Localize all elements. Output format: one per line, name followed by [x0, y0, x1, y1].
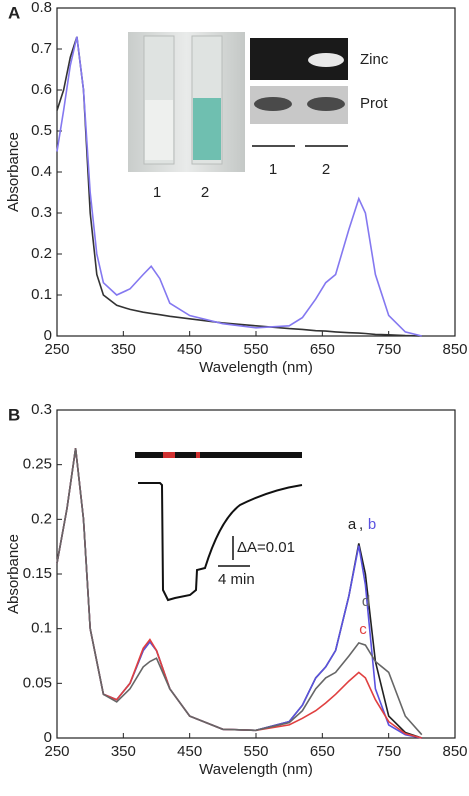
inset-photo: [128, 32, 245, 172]
x-tick-label: 650: [310, 341, 335, 358]
series-label: d: [362, 593, 370, 610]
inset-label: 1: [269, 161, 277, 178]
y-tick-label: 0.3: [31, 401, 52, 418]
y-tick-label: 0.2: [31, 510, 52, 527]
series-label: c: [359, 621, 367, 638]
x-tick-label: 250: [44, 341, 69, 358]
x-axis-label: Wavelength (nm): [199, 761, 313, 778]
x-tick-label: 750: [376, 743, 401, 760]
y-tick-label: 0.25: [23, 456, 52, 473]
inset-label: 2: [201, 184, 209, 201]
x-tick-label: 850: [442, 341, 467, 358]
panel-label: B: [8, 405, 20, 424]
y-tick-label: 0: [44, 327, 52, 344]
y-tick-label: 0.1: [31, 620, 52, 637]
inset-label: 1: [153, 184, 161, 201]
series-label: b: [368, 516, 376, 533]
y-tick-label: 0.4: [31, 163, 52, 180]
y-tick-label: 0.3: [31, 204, 52, 221]
y-tick-label: 0: [44, 729, 52, 746]
inset-label: Prot: [360, 95, 388, 112]
x-tick-label: 450: [177, 341, 202, 358]
y-tick-label: 0.05: [23, 674, 52, 691]
y-tick-label: 0.2: [31, 245, 52, 262]
x-tick-label: 250: [44, 743, 69, 760]
series-line: [56, 36, 422, 337]
x-tick-label: 350: [111, 341, 136, 358]
series-line: [56, 448, 423, 736]
label-separator: ,: [359, 516, 363, 533]
y-axis-label: Absorbance: [5, 534, 22, 614]
series-label: a: [348, 516, 357, 533]
inset-label: Zinc: [360, 51, 389, 68]
x-tick-label: 750: [376, 341, 401, 358]
x-axis-label: Wavelength (nm): [199, 359, 313, 376]
x-tick-label: 850: [442, 743, 467, 760]
panel-label: A: [8, 3, 20, 22]
x-tick-label: 550: [243, 341, 268, 358]
x-tick-label: 550: [243, 743, 268, 760]
x-tick-label: 350: [111, 743, 136, 760]
inset-gel: [250, 38, 348, 147]
y-tick-label: 0.7: [31, 40, 52, 57]
y-tick-label: 0.1: [31, 286, 52, 303]
y-tick-label: 0.15: [23, 565, 52, 582]
series-line: [56, 36, 422, 337]
annotation: ΔA=0.01: [237, 539, 295, 556]
x-tick-label: 650: [310, 743, 335, 760]
y-tick-label: 0.5: [31, 122, 52, 139]
y-tick-label: 0.8: [31, 0, 52, 16]
inset-label: 2: [322, 161, 330, 178]
x-tick-label: 450: [177, 743, 202, 760]
annotation: 4 min: [218, 571, 255, 588]
y-tick-label: 0.6: [31, 81, 52, 98]
y-axis-label: Absorbance: [5, 132, 22, 212]
inset-trace: [135, 452, 303, 602]
